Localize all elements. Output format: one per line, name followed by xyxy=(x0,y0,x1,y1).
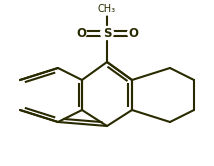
Circle shape xyxy=(100,1,114,15)
Circle shape xyxy=(128,28,138,39)
Text: O: O xyxy=(128,27,138,40)
Circle shape xyxy=(76,28,86,39)
Text: O: O xyxy=(76,27,86,40)
Text: S: S xyxy=(103,27,111,40)
Text: CH₃: CH₃ xyxy=(98,4,116,14)
Circle shape xyxy=(101,27,113,40)
